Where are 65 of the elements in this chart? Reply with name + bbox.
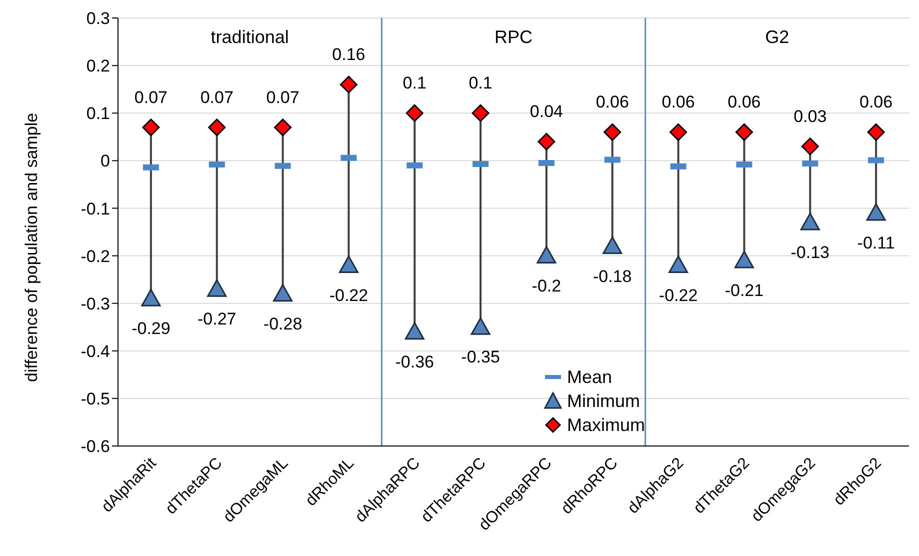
y-tick-label: -0.2 [80,246,110,266]
data-label: -0.22 [329,286,368,305]
data-label: -0.27 [198,310,236,329]
point [141,288,161,306]
data-label: -0.36 [395,352,434,372]
y-axis-title: difference of population and sample [22,112,42,382]
point [866,203,886,221]
data-label: 0.06 [859,92,893,112]
y-tick-label: 0.2 [86,56,110,76]
data-label: 0.06 [662,92,695,112]
point [470,317,490,335]
data-label: 0.1 [468,74,492,93]
data-label: -0.28 [263,314,302,334]
point [670,123,688,141]
y-tick-label: -0.5 [80,389,110,408]
data-label: 0.1 [402,74,426,93]
y-tick-label: 0 [100,152,110,171]
data-label: -0.21 [724,281,764,300]
data-label: 0.03 [794,106,827,126]
annotation: RPC [494,26,533,47]
point [340,76,358,94]
data-label: 0.06 [728,92,761,112]
legend-label: Minimum [567,390,640,412]
y-tick-label: -0.4 [80,342,110,361]
point [604,123,622,141]
data-label: -0.11 [857,233,895,252]
point [274,118,292,136]
point [538,132,556,150]
legend-label: Mean [567,366,612,388]
point [273,284,293,302]
y-tick-label: 0.3 [86,9,110,28]
point [735,123,753,141]
point [404,322,424,340]
point [867,123,885,141]
y-tick-label: -0.6 [80,437,110,456]
data-label: -0.2 [532,276,562,296]
point [801,138,819,156]
data-label: -0.13 [790,242,830,262]
y-tick-label: -0.3 [80,294,110,314]
point [668,256,688,274]
point [406,104,424,122]
y-tick-label: -0.1 [80,199,110,218]
annotation: traditional [210,26,289,47]
annotation: G2 [765,26,790,47]
point [472,104,490,122]
data-label: -0.18 [593,266,632,286]
point [142,118,160,136]
point [207,279,227,297]
data-label: 0.16 [332,45,366,64]
point [800,212,820,230]
point [208,118,226,136]
point [734,250,754,268]
data-label: 0.04 [530,102,564,122]
data-label: -0.29 [132,319,170,338]
data-label: 0.07 [134,88,168,107]
point [338,256,358,274]
data-label: -0.22 [658,286,698,305]
data-label: 0.07 [266,88,300,107]
legend-label: Maximum [567,414,646,436]
data-label: 0.07 [200,88,234,107]
point [536,246,556,264]
data-label: 0.06 [596,92,629,112]
data-label: -0.35 [461,348,500,367]
y-tick-label: 0.1 [86,104,110,124]
point [602,236,622,254]
